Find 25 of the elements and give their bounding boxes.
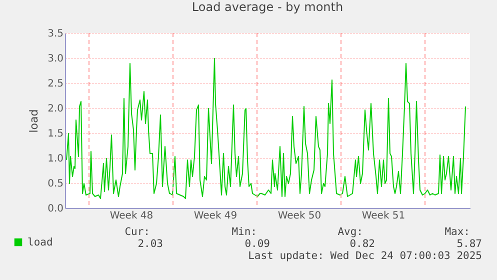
chart-title: Load average - by month	[192, 0, 344, 14]
y-axis-title: load	[28, 109, 41, 133]
y-tick-label: 3.0	[48, 54, 64, 64]
text: 0.82	[350, 238, 375, 250]
text: Last update: Wed Dec 24 07:00:03 2025	[248, 250, 482, 262]
text: Avg:	[338, 226, 363, 238]
text: Cur:	[124, 226, 150, 238]
y-tick-label: 3.5	[48, 28, 64, 40]
text: Max:	[444, 226, 470, 238]
y-tick-label: 1.0	[48, 154, 64, 164]
text: 0.09	[244, 238, 270, 250]
y-tick-label: 0.5	[48, 178, 64, 190]
y-tick-label: 0.0	[48, 204, 64, 214]
line-series	[66, 58, 466, 199]
x-tick-label: Week 50	[278, 210, 322, 222]
x-tick-label: Week 49	[194, 210, 238, 222]
x-tick-label: Week 51	[362, 210, 406, 222]
legend-label: load	[28, 236, 53, 248]
y-tick-label: 1.5	[48, 128, 64, 140]
y-tick-label: 2.5	[48, 78, 64, 90]
text: 5.87	[456, 238, 482, 250]
text: Min:	[232, 226, 257, 238]
text: 2.03	[138, 238, 163, 250]
y-tick-label: 2.0	[48, 104, 64, 114]
x-tick-label: Week 48	[110, 210, 154, 222]
